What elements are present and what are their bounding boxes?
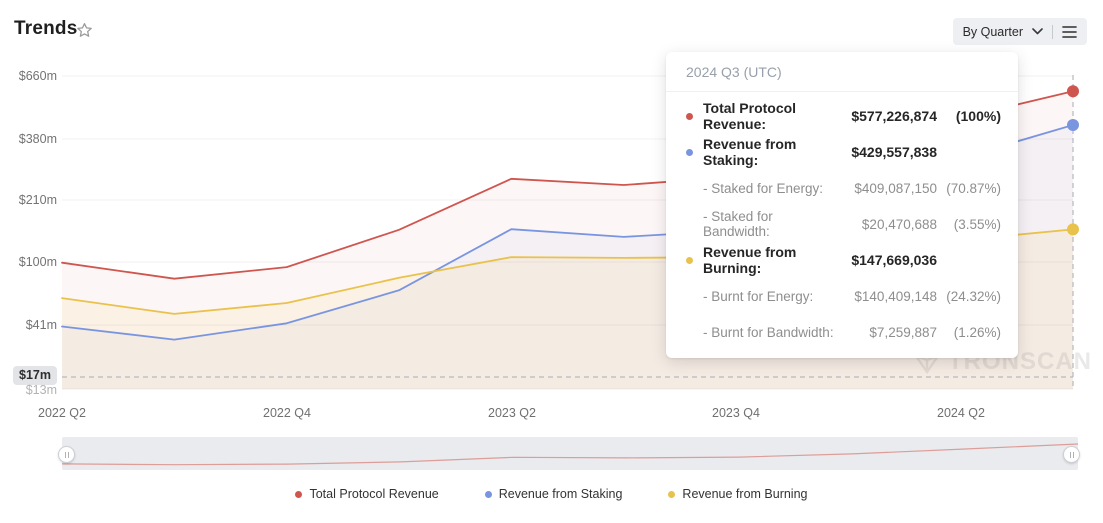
x-tick-2022q2: 2022 Q2 <box>38 406 86 420</box>
series-dot-burning <box>686 256 693 264</box>
legend-dot-burning <box>668 490 676 498</box>
x-tick-2022q4: 2022 Q4 <box>263 406 311 420</box>
legend-dot-total <box>295 490 303 498</box>
legend-dot-staking <box>484 490 492 498</box>
chart-tooltip: 2024 Q3 (UTC) Total Protocol Revenue: $5… <box>666 52 1018 358</box>
controls-divider <box>1052 24 1053 39</box>
y-tick-13m: $13m <box>25 383 57 397</box>
y-tick-41m: $41m <box>25 318 57 332</box>
y-tick-100m: $100m <box>18 255 57 269</box>
favorite-star-icon[interactable] <box>76 22 93 44</box>
legend-item-total[interactable]: Total Protocol Revenue <box>295 487 439 501</box>
chevron-down-icon[interactable] <box>1032 28 1043 35</box>
x-tick-2024q2: 2024 Q2 <box>937 406 985 420</box>
legend-item-burning[interactable]: Revenue from Burning <box>668 487 808 501</box>
chart-controls: By Quarter <box>952 18 1087 45</box>
x-tick-2023q4: 2023 Q4 <box>712 406 760 420</box>
y-tick-380m: $380m <box>18 132 57 146</box>
range-selector-button[interactable]: By Quarter <box>962 24 1023 39</box>
tooltip-body: Total Protocol Revenue: $577,226,874 (10… <box>666 92 1018 358</box>
tooltip-row-staked-bandwidth: - Staked for Bandwidth: $20,470,688 (3.5… <box>703 209 1001 239</box>
range-slider-left-handle[interactable] <box>58 446 75 463</box>
legend-item-staking[interactable]: Revenue from Staking <box>484 487 622 501</box>
tooltip-row-burnt-energy: - Burnt for Energy: $140,409,148 (24.32%… <box>703 288 1001 304</box>
y-tick-17m-badge: $17m <box>13 366 57 385</box>
page-title: Trends <box>14 18 78 39</box>
chart-legend: Total Protocol Revenue Revenue from Stak… <box>0 487 1103 501</box>
x-tick-2023q2: 2023 Q2 <box>488 406 536 420</box>
tooltip-row-total: Total Protocol Revenue: $577,226,874 (10… <box>666 98 1018 134</box>
menu-icon[interactable] <box>1062 25 1077 38</box>
y-tick-210m: $210m <box>18 193 57 207</box>
y-tick-17m-chip-wrap: $17m <box>0 366 57 385</box>
series-dot-total <box>686 112 693 120</box>
tooltip-title: 2024 Q3 (UTC) <box>666 52 1018 92</box>
tooltip-row-staking: Revenue from Staking: $429,557,838 <box>666 134 1018 170</box>
y-tick-660m: $660m <box>18 69 57 83</box>
range-slider-right-handle[interactable] <box>1063 446 1080 463</box>
tooltip-row-burning: Revenue from Burning: $147,669,036 <box>666 242 1018 278</box>
tooltip-row-staked-energy: - Staked for Energy: $409,087,150 (70.87… <box>703 180 1001 196</box>
series-dot-staking <box>686 148 693 156</box>
tooltip-row-burnt-bandwidth: - Burnt for Bandwidth: $7,259,887 (1.26%… <box>703 324 1001 340</box>
